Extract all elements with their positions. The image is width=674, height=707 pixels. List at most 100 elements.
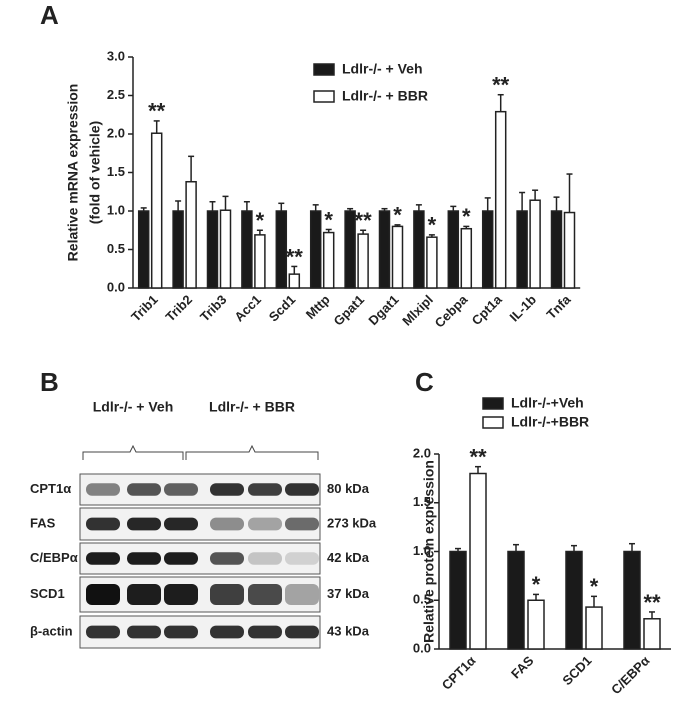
significance: ** <box>469 444 487 469</box>
error-bar <box>360 229 367 235</box>
error-bar <box>312 204 319 211</box>
x-tick-label: Scd1 <box>266 292 299 325</box>
x-tick-label: Dgat1 <box>365 292 401 328</box>
significance: ** <box>492 73 510 98</box>
bar <box>185 180 197 289</box>
error-bar <box>450 205 457 211</box>
legend-label: Ldlr-/- + Veh <box>342 61 423 77</box>
bar <box>516 210 528 289</box>
error-bar <box>463 225 470 229</box>
y-tick-label: 3.0 <box>107 48 125 63</box>
legend-swatch <box>313 90 335 103</box>
error-bar <box>519 191 526 211</box>
legend-swatch <box>482 397 504 410</box>
panel-label: C <box>415 367 434 397</box>
error-bar <box>394 224 401 227</box>
blot-band <box>285 584 319 605</box>
panel-label: A <box>40 0 59 30</box>
y-tick-label: 0.5 <box>107 241 125 256</box>
blot-band <box>285 552 319 565</box>
blot-band <box>127 552 161 565</box>
legend-swatch <box>313 63 335 76</box>
blot-band <box>164 552 198 565</box>
error-bar <box>591 595 597 608</box>
blot-band <box>210 552 244 565</box>
x-tick-label: C/EBPα <box>608 653 652 697</box>
protein-label: SCD1 <box>30 586 65 601</box>
error-bar <box>571 544 577 552</box>
bar <box>391 225 404 289</box>
error-bar <box>629 542 635 552</box>
x-tick-label: SCD1 <box>559 653 594 688</box>
blot-band <box>248 584 282 605</box>
x-tick-label: Trib1 <box>128 292 161 325</box>
blot-band <box>86 552 120 565</box>
significance: * <box>532 572 541 597</box>
error-bar <box>475 465 481 474</box>
bar <box>481 210 494 289</box>
error-bar <box>243 201 250 211</box>
error-bar <box>381 207 388 211</box>
x-tick-label: Cebpa <box>432 291 471 330</box>
bar <box>413 210 425 289</box>
bar <box>563 211 576 289</box>
blot-band <box>210 517 244 531</box>
blot-band <box>210 483 244 496</box>
error-bar <box>649 611 655 619</box>
bar <box>643 618 661 650</box>
group-bracket <box>185 444 319 460</box>
size-label: 43 kDa <box>327 623 370 638</box>
blot-band <box>86 584 120 605</box>
bar <box>426 236 438 289</box>
blot-band <box>127 517 161 531</box>
y-axis-label: Relative protein expression <box>421 460 437 643</box>
x-tick-label: CPT1α <box>439 653 479 693</box>
significance: * <box>428 213 437 238</box>
bar <box>449 550 467 650</box>
significance: * <box>256 208 265 233</box>
x-tick-label: Gpat1 <box>330 292 367 329</box>
blot-band <box>248 517 282 531</box>
error-bar <box>513 543 519 552</box>
bar <box>357 233 369 289</box>
y-tick-label: 2.0 <box>413 445 431 460</box>
y-tick-label: 0.0 <box>413 640 431 655</box>
error-bar <box>325 228 332 233</box>
blot-band <box>86 625 120 639</box>
error-bar <box>428 234 435 238</box>
y-tick-label: 2.0 <box>107 125 125 140</box>
y-tick-label: 2.5 <box>107 87 125 102</box>
panel-label: B <box>40 367 59 397</box>
error-bar <box>209 201 216 211</box>
y-tick-label: 1.5 <box>107 164 125 179</box>
legend-swatch <box>482 416 504 429</box>
error-bar <box>153 120 160 134</box>
error-bar <box>566 173 573 213</box>
group-label: Ldlr-/- + BBR <box>209 399 295 415</box>
x-tick-label: Mlxipl <box>399 292 436 329</box>
bar <box>172 210 184 289</box>
y-axis-label: (fold of vehicle) <box>87 121 103 224</box>
bar <box>494 110 507 289</box>
protein-label: β-actin <box>30 623 73 638</box>
bar <box>469 472 487 650</box>
blot-band <box>127 625 161 639</box>
significance: ** <box>643 590 661 615</box>
bar <box>507 550 525 650</box>
significance: ** <box>355 208 373 233</box>
bar <box>529 199 541 289</box>
protein-label: C/EBPα <box>30 550 78 565</box>
significance: * <box>590 574 599 599</box>
blot-band <box>164 625 198 639</box>
y-axis-label: Relative mRNA expression <box>65 84 81 262</box>
blot-band <box>164 483 198 496</box>
bar <box>241 210 253 289</box>
x-tick-label: Acc1 <box>231 292 264 325</box>
error-bar <box>222 195 229 211</box>
bar <box>254 234 266 289</box>
blot-band <box>248 552 282 565</box>
y-tick-label: 1.5 <box>413 494 431 509</box>
size-label: 42 kDa <box>327 550 370 565</box>
blot-band <box>210 625 244 639</box>
